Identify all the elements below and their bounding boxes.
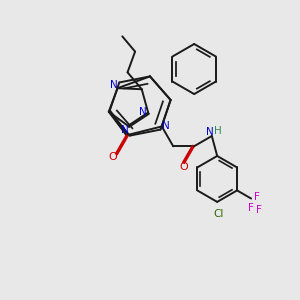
Text: N: N — [206, 128, 214, 137]
Text: F: F — [256, 205, 262, 215]
Text: N: N — [139, 107, 147, 117]
Text: H: H — [214, 126, 222, 136]
Text: N: N — [121, 125, 129, 135]
Text: O: O — [109, 152, 117, 162]
Text: Cl: Cl — [214, 209, 224, 219]
Text: O: O — [179, 162, 188, 172]
Text: F: F — [248, 203, 254, 213]
Text: N: N — [162, 122, 170, 131]
Text: F: F — [254, 192, 260, 202]
Text: N: N — [110, 80, 118, 90]
